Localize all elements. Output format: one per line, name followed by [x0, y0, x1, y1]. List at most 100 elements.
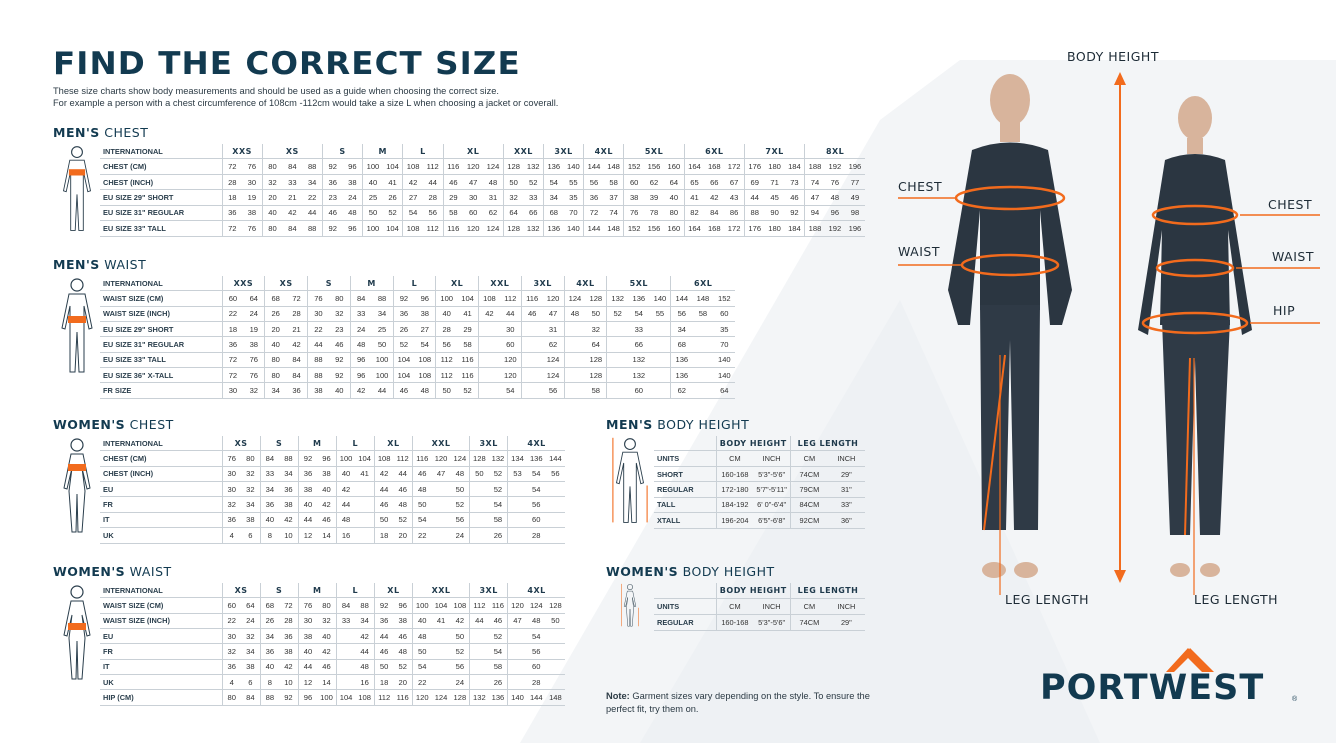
table-cell: 96 — [824, 205, 845, 222]
table-cell: 42 — [349, 382, 372, 399]
table-cell: 56 — [542, 382, 564, 399]
table-cell: 124 — [563, 290, 586, 307]
table-cell: 36 — [221, 205, 243, 222]
table-cell: 132 — [523, 158, 544, 175]
table-cell: 33 — [628, 321, 650, 338]
table-cell: 80 — [261, 220, 283, 237]
table-cell: 64 — [243, 290, 265, 307]
table-cell: 136 — [526, 450, 546, 467]
table-cell: 100 — [362, 220, 383, 237]
table-cell — [469, 659, 489, 675]
table-cell: 40 — [664, 189, 685, 206]
table-cell: 100 — [371, 367, 393, 384]
table-cell: 76 — [243, 352, 265, 368]
men-height-heading: MEN'S BODY HEIGHT — [606, 417, 749, 432]
table-cell: 136 — [670, 367, 693, 384]
table-cell: 84CM — [789, 497, 828, 514]
table-cell — [469, 628, 489, 645]
row-label: REGULAR — [654, 614, 716, 631]
table-cell: 24 — [241, 613, 261, 629]
table-cell: 27 — [414, 321, 436, 338]
table-cell: 34 — [264, 382, 287, 399]
intro-text: These size charts show body measurements… — [53, 85, 558, 109]
table-row: EU SIZE 31" REGULAR 36 38 40 42 44 46 48 50 52 54 5… — [53, 205, 865, 222]
table-cell: 29" — [827, 466, 865, 483]
header-label — [654, 436, 716, 452]
size-group-header: XL — [435, 276, 479, 292]
table-cell: 84 — [286, 352, 308, 368]
table-cell: 76 — [242, 158, 263, 175]
table-cell: 78 — [643, 205, 665, 222]
men-waist-label: WAIST — [898, 244, 940, 259]
table-cell: 152 — [623, 158, 644, 175]
table-cell: 12 — [297, 527, 318, 544]
table-cell: 10 — [279, 527, 299, 544]
table-row: UNITS CM INCH CM INCH — [606, 598, 865, 615]
table-cell: 22 — [306, 321, 329, 338]
women-waist-table: INTERNATIONAL XS S M L XL XXL 3XL 4XL WAIST SIZE … — [53, 583, 565, 706]
table-cell: 116 — [520, 290, 543, 307]
table-cell: 55 — [563, 174, 584, 191]
header-label: INTERNATIONAL — [100, 276, 222, 292]
intro-line: These size charts show body measurements… — [53, 86, 499, 96]
table-cell: 29 — [442, 189, 464, 206]
table-cell: 148 — [603, 158, 624, 175]
table-cell: 50 — [469, 466, 489, 483]
table-cell: 38 — [297, 481, 318, 498]
table-cell — [335, 643, 356, 660]
size-group-header: 5XL — [606, 276, 671, 292]
row-label: WAIST SIZE (INCH) — [100, 613, 222, 629]
table-cell: 34 — [241, 496, 261, 513]
table-cell: 19 — [243, 321, 265, 338]
table-cell: 128 — [450, 689, 470, 706]
men-leg-length-label: LEG LENGTH — [1005, 592, 1090, 607]
table-cell: 124 — [542, 367, 564, 384]
table-cell: 44 — [297, 659, 318, 675]
female-height-figure-icon — [606, 583, 654, 630]
table-cell: 48 — [563, 306, 586, 322]
table-cell: 28 — [435, 321, 458, 338]
table-cell: 84 — [704, 205, 725, 222]
table-cell: 184 — [784, 220, 805, 237]
table-cell: 84 — [349, 290, 372, 307]
size-group-header: 5XL — [623, 144, 685, 160]
table-cell: 120 — [499, 367, 522, 384]
table-cell: 46 — [411, 466, 432, 483]
table-cell: 50 — [450, 628, 470, 645]
table-cell: 74 — [603, 205, 624, 222]
table-cell: 88 — [355, 597, 375, 614]
table-cell: 6'5"-6'8" — [753, 512, 791, 529]
table-cell: 132 — [628, 367, 650, 384]
size-group-header: XXL — [478, 276, 522, 292]
table-cell: CM — [789, 598, 828, 615]
table-cell — [355, 481, 375, 498]
table-cell: 64 — [664, 174, 685, 191]
table-row: WAIST SIZE (CM) 60 64 68 72 76 80 84 88 92 96 100 10… — [53, 597, 565, 614]
model-illustration — [898, 72, 1320, 595]
table-cell — [606, 321, 629, 338]
heading-bold: MEN'S — [53, 125, 100, 140]
page-title: FIND THE CORRECT SIZE — [53, 46, 521, 82]
table-cell: 132 — [628, 352, 650, 368]
table-cell: CM — [715, 450, 754, 467]
female-model — [1138, 96, 1320, 595]
table-row: FR 32 34 36 38 40 42 44 46 48 50 52 54 56 — [53, 496, 565, 513]
table-cell — [469, 527, 489, 544]
size-group-header: 4XL — [507, 436, 565, 452]
table-cell: 26 — [259, 613, 280, 629]
table-cell: 160-168 — [715, 614, 754, 631]
table-cell: 104 — [335, 689, 356, 706]
table-cell: 22 — [302, 189, 323, 206]
table-cell: 96 — [297, 689, 318, 706]
table-cell: 32 — [241, 628, 261, 645]
table-cell: 116 — [457, 352, 479, 368]
table-cell — [469, 512, 489, 529]
table-cell: 42 — [704, 189, 725, 206]
table-cell: 44 — [393, 466, 413, 483]
table-cell: 52 — [606, 306, 629, 322]
note-text: Garment sizes vary depending on the styl… — [606, 691, 870, 714]
table-row: WAIST SIZE (INCH) 22 24 26 28 30 32 33 34 36 38 40 4… — [53, 306, 735, 322]
row-label: SHORT — [654, 466, 716, 483]
table-cell: 112 — [422, 158, 444, 175]
size-group-header: 3XL — [469, 583, 508, 599]
